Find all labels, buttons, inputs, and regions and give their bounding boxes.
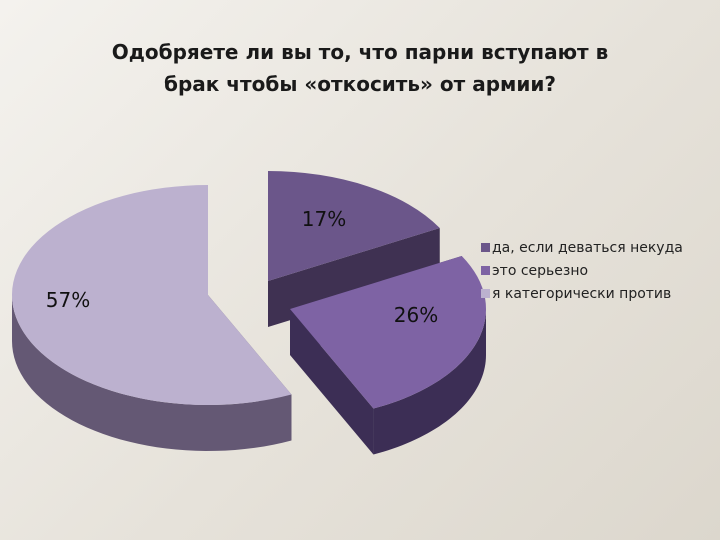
- legend-swatch: [481, 266, 490, 275]
- legend-swatch: [481, 289, 490, 298]
- legend: да, если деваться некуда это серьезно я …: [481, 236, 683, 305]
- data-label-1: 26%: [394, 303, 438, 327]
- slice-1-rim: [373, 309, 486, 455]
- pie-tops: [11, 171, 486, 409]
- chart-title-line-1: Одобряете ли вы то, что парни вступают в: [111, 40, 609, 64]
- legend-item-serious: это серьезно: [481, 259, 683, 282]
- legend-label: да, если деваться некуда: [492, 239, 683, 256]
- chart-title: Одобряете ли вы то, что парни вступают в…: [60, 36, 660, 100]
- pie-slice-0: [268, 171, 440, 281]
- data-labels: 17% 26% 57%: [46, 207, 438, 327]
- data-label-2: 57%: [46, 288, 90, 312]
- legend-label: я категорически против: [492, 285, 672, 302]
- legend-item-da: да, если деваться некуда: [481, 236, 683, 259]
- legend-label: это серьезно: [492, 262, 589, 279]
- chart-title-line-2: брак чтобы «откосить» от армии?: [163, 72, 557, 96]
- pie-slice-1: [290, 256, 486, 409]
- slice-0-wall-1: [268, 228, 440, 327]
- legend-swatch: [481, 243, 490, 252]
- data-label-0: 17%: [302, 207, 346, 231]
- legend-item-against: я категорически против: [481, 282, 683, 305]
- slice-1-wall-1: [290, 309, 374, 455]
- pie-slice-2: [11, 184, 292, 405]
- slice-2-rim: [12, 295, 292, 451]
